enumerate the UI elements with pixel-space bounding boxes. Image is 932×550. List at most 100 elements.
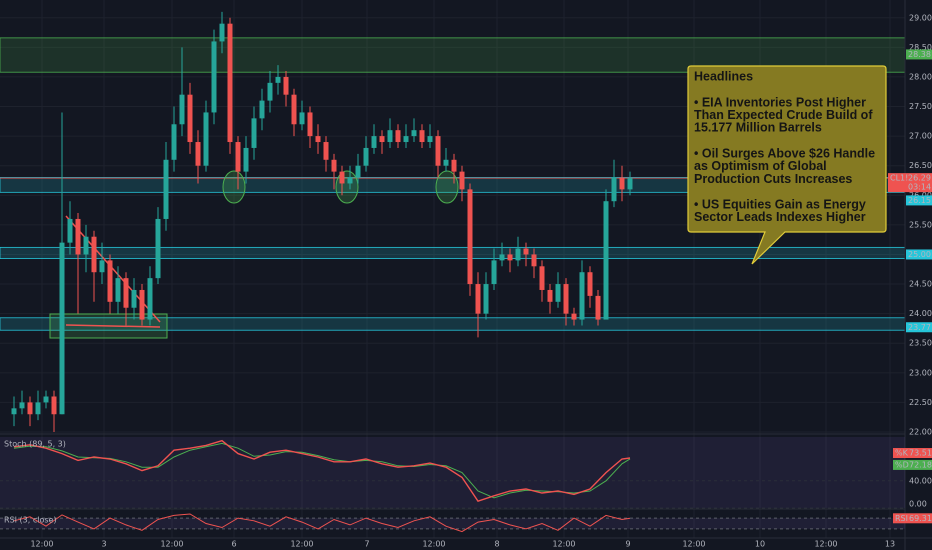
candle-body bbox=[579, 272, 585, 320]
candle-body bbox=[171, 124, 177, 160]
candle-body bbox=[139, 289, 145, 320]
candles bbox=[11, 11, 633, 432]
x-tick-label: 12:00 bbox=[290, 540, 313, 549]
candle-body bbox=[163, 159, 169, 219]
x-tick-label: 12:00 bbox=[160, 540, 183, 549]
candle-body bbox=[499, 254, 505, 261]
trend-line bbox=[65, 324, 161, 328]
candle-body bbox=[195, 142, 201, 166]
candle-body bbox=[67, 218, 73, 243]
y-tick-label: 22.50 bbox=[909, 398, 932, 407]
headline-line: Production Cuts Increases bbox=[694, 172, 852, 186]
x-tick-label: 8 bbox=[494, 540, 499, 549]
rsi-band bbox=[0, 518, 905, 529]
candle-body bbox=[523, 248, 529, 255]
candle-body bbox=[219, 23, 225, 42]
highlight-ellipse bbox=[335, 170, 359, 204]
x-tick-label: 12:00 bbox=[682, 540, 705, 549]
legend-tag bbox=[893, 459, 932, 470]
zone bbox=[0, 246, 906, 260]
price-tag-label: 25.00 bbox=[908, 250, 931, 259]
rsi-line bbox=[13, 513, 631, 533]
candle-body bbox=[467, 189, 473, 285]
candle-body bbox=[387, 130, 393, 143]
candle-body bbox=[227, 23, 233, 143]
candle-body bbox=[611, 177, 617, 202]
candle-body bbox=[91, 236, 97, 273]
candle-body bbox=[11, 408, 17, 415]
candle-body bbox=[419, 130, 425, 143]
y-tick-label: 29.00 bbox=[909, 13, 932, 22]
candle-body bbox=[563, 284, 569, 314]
stoch-title: Stoch (89, 5, 3) bbox=[4, 440, 66, 449]
x-tick-label: 10 bbox=[755, 540, 765, 549]
legend-name: RSI bbox=[895, 514, 908, 523]
y-tick-label: 28.00 bbox=[909, 72, 932, 81]
y-tick-label: 23.00 bbox=[909, 368, 932, 377]
x-tick-label: 12:00 bbox=[422, 540, 445, 549]
price-axis: 22.00 22.50 23.00 23.50 24.00 24.50 25.00 25.50… bbox=[888, 13, 932, 524]
candle-body bbox=[99, 260, 105, 273]
candle-body bbox=[75, 218, 81, 255]
stoch-line bbox=[13, 439, 631, 503]
candle-body bbox=[203, 112, 209, 166]
candle-body bbox=[395, 130, 401, 143]
candle-body bbox=[83, 236, 89, 255]
candle-body bbox=[291, 94, 297, 125]
stoch-tick-label: 0.00 bbox=[909, 500, 927, 509]
candle-body bbox=[547, 289, 553, 302]
highlight-ellipse bbox=[435, 170, 459, 204]
candle-body bbox=[107, 260, 113, 302]
last-price-label: 26.29 bbox=[908, 174, 931, 183]
candle-body bbox=[339, 171, 345, 184]
countdown-label: 03:14 bbox=[908, 183, 931, 192]
candle-body bbox=[19, 402, 25, 409]
y-tick-label: 24.50 bbox=[909, 280, 932, 289]
candle-body bbox=[115, 278, 121, 302]
candle-body bbox=[539, 266, 545, 290]
headline-line: • EIA Inventories Post Higher bbox=[694, 95, 866, 109]
candle-body bbox=[627, 178, 633, 190]
candle-body bbox=[363, 147, 369, 166]
candle-body bbox=[267, 82, 273, 101]
headline-line: Sector Leads Indexes Higher bbox=[694, 210, 866, 224]
headline-line: Than Expected Crude Build of bbox=[694, 108, 873, 122]
legend-name: %D bbox=[895, 460, 909, 469]
candle-body bbox=[427, 136, 433, 143]
candle-body bbox=[155, 218, 161, 279]
price-tag bbox=[906, 249, 932, 260]
candle-body bbox=[211, 41, 217, 113]
candle-body bbox=[235, 142, 241, 172]
symbol-label: CL1! bbox=[890, 174, 908, 183]
candle-body bbox=[379, 136, 385, 143]
candle-body bbox=[571, 313, 577, 320]
candle-body bbox=[403, 136, 409, 143]
y-tick-label: 26.00 bbox=[909, 191, 932, 200]
y-tick-label: 26.50 bbox=[909, 161, 932, 170]
candle-body bbox=[331, 159, 337, 172]
price-tag bbox=[906, 49, 932, 60]
stoch-tick-label: 40.00 bbox=[909, 476, 932, 485]
candle-body bbox=[443, 159, 449, 166]
headlines-title: Headlines bbox=[694, 69, 753, 83]
y-tick-label: 24.00 bbox=[909, 309, 932, 318]
x-tick-label: 6 bbox=[231, 540, 236, 549]
candle-body bbox=[259, 100, 265, 119]
y-tick-label: 25.50 bbox=[909, 220, 932, 229]
legend-name: %K bbox=[895, 449, 909, 458]
candle-body bbox=[531, 254, 537, 267]
candle-body bbox=[475, 284, 481, 314]
x-tick-label: 12:00 bbox=[552, 540, 575, 549]
candle-body bbox=[491, 260, 497, 285]
y-tick-label: 27.00 bbox=[909, 132, 932, 141]
candle-body bbox=[147, 278, 153, 320]
candle-body bbox=[299, 112, 305, 125]
callout-box bbox=[687, 65, 887, 265]
stoch-background bbox=[0, 437, 905, 508]
price-tag bbox=[906, 195, 932, 206]
price-tag-label: 28.38 bbox=[908, 50, 931, 59]
candle-body bbox=[483, 284, 489, 314]
candle-body bbox=[179, 94, 185, 125]
